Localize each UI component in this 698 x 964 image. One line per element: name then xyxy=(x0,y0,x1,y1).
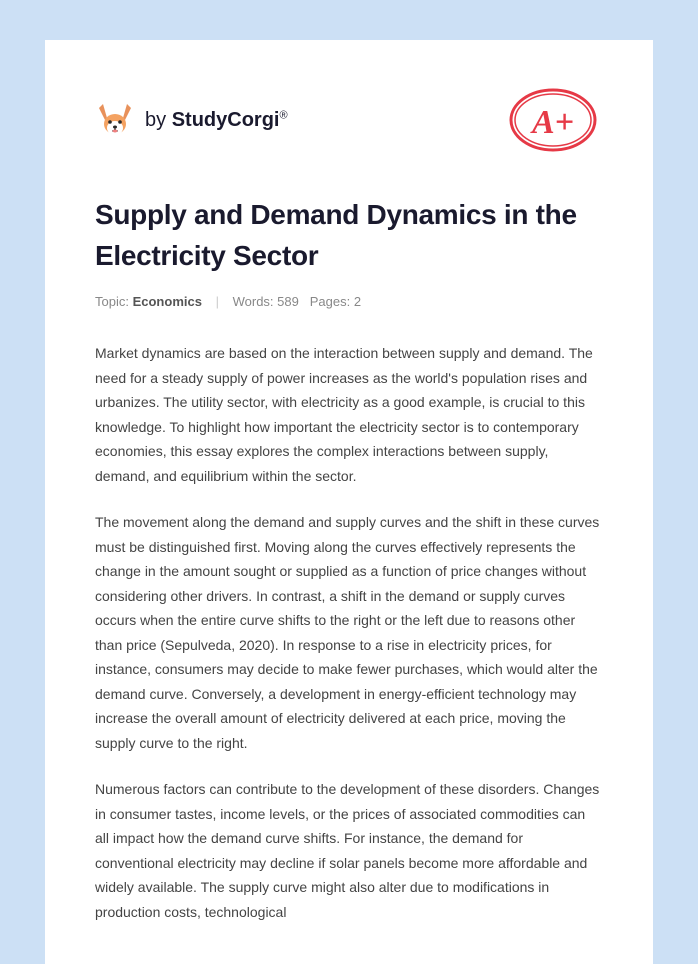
body-text: Market dynamics are based on the interac… xyxy=(95,341,603,924)
topic-label: Topic: xyxy=(95,294,129,309)
header-row: by StudyCorgi® A+ xyxy=(95,85,603,155)
svg-text:A+: A+ xyxy=(530,104,574,141)
topic-value: Economics xyxy=(133,294,202,309)
paragraph-3: Numerous factors can contribute to the d… xyxy=(95,777,603,924)
corgi-icon xyxy=(95,100,135,140)
words-value: 589 xyxy=(277,294,299,309)
brand-name: StudyCorgi xyxy=(172,109,280,131)
paragraph-2: The movement along the demand and supply… xyxy=(95,510,603,755)
meta-separator: | xyxy=(216,294,219,309)
brand-by: by xyxy=(145,109,166,131)
brand-text: by StudyCorgi® xyxy=(145,109,288,132)
pages-value: 2 xyxy=(354,294,361,309)
pages-label: Pages: xyxy=(310,294,350,309)
grade-badge: A+ xyxy=(503,85,603,155)
words-label: Words: xyxy=(233,294,274,309)
document-page: by StudyCorgi® A+ Supply and Demand Dyna… xyxy=(45,40,653,964)
page-title: Supply and Demand Dynamics in the Electr… xyxy=(95,195,603,276)
brand-tm: ® xyxy=(279,109,287,121)
meta-row: Topic: Economics | Words: 589 Pages: 2 xyxy=(95,294,603,309)
brand-logo: by StudyCorgi® xyxy=(95,100,288,140)
paragraph-1: Market dynamics are based on the interac… xyxy=(95,341,603,488)
